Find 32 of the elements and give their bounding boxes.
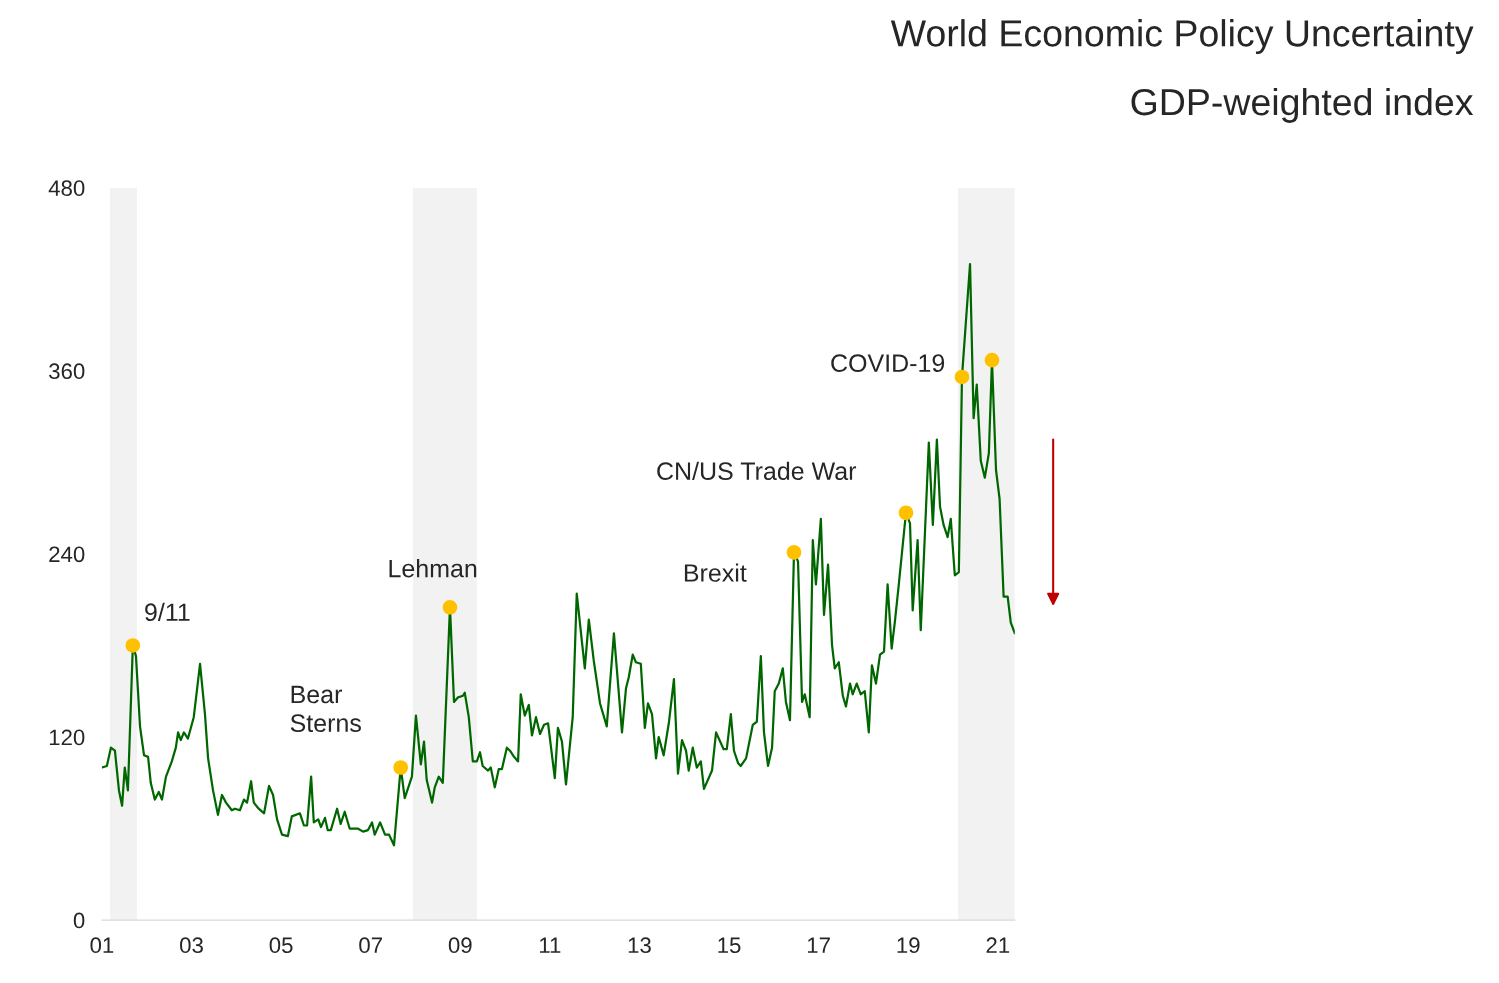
x-tick-label: 11: [540, 937, 561, 953]
x-tick-label: 05: [269, 937, 293, 954]
point: [125, 638, 141, 653]
text: World Economic Policy Uncertainty: [890, 19, 1474, 55]
x-tick-label: 03: [180, 937, 203, 954]
annotation: Lehman: [389, 559, 477, 578]
y-tick-label: 360: [49, 363, 85, 380]
x-tick-label: 01: [90, 937, 114, 954]
x-tick-label: 19: [897, 937, 920, 954]
annotation: COVID-19: [831, 354, 945, 372]
point: [984, 352, 1000, 368]
point: [898, 505, 914, 521]
y-tick-label: 0: [73, 912, 85, 929]
line-series: [101, 262, 1015, 847]
annotation: Bear Sterns: [290, 685, 361, 733]
y-tick-label: 240: [49, 546, 85, 563]
point: [393, 760, 408, 775]
x-tick-label: 17: [807, 937, 830, 953]
text: GDP-weighted index: [1131, 87, 1474, 123]
point: [442, 600, 458, 615]
point: [786, 545, 802, 560]
y-tick-label: 120: [49, 729, 85, 746]
x-tick-label: 15: [718, 937, 741, 954]
x-tick-label: 21: [986, 937, 1010, 953]
y-tick-label: 480: [48, 180, 85, 197]
x-tick-label: 09: [448, 937, 472, 954]
x-tick-label: 13: [628, 937, 651, 954]
annotation: 9/11: [145, 602, 190, 622]
x-tick-label: 07: [359, 937, 382, 954]
point: [954, 369, 970, 385]
annotation: CN/US Trade War: [657, 461, 857, 481]
annotation: Brexit: [684, 563, 747, 582]
